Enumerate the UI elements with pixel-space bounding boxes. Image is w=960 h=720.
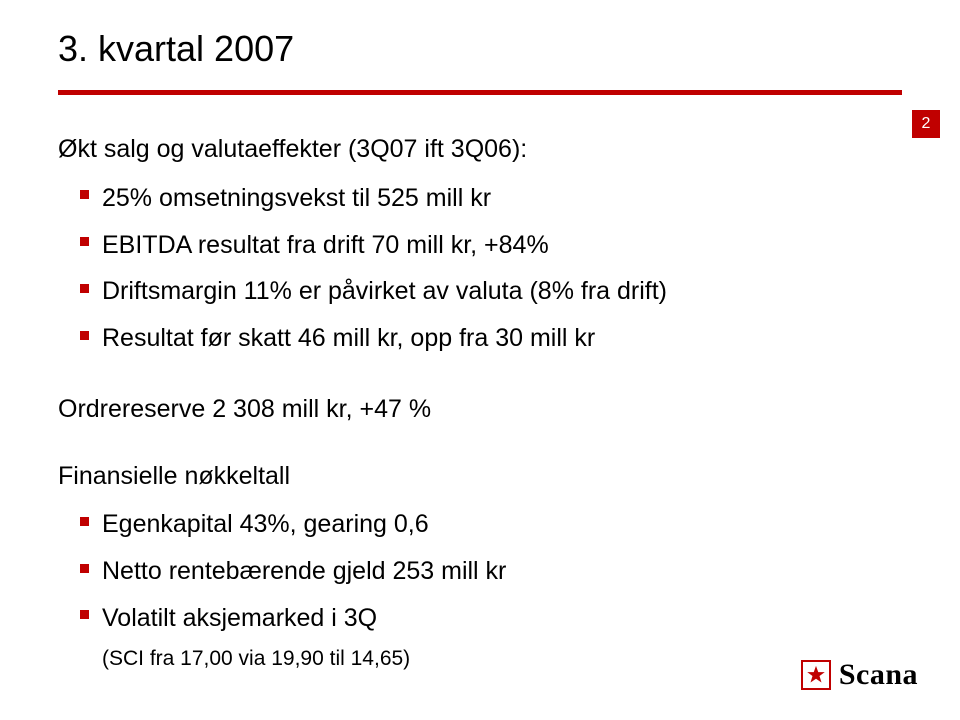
list-item-text: Volatilt aksjemarked i 3Q — [102, 604, 377, 632]
bullet-list-3: Egenkapital 43%, gearing 0,6 Netto rente… — [58, 501, 878, 680]
list-item: Volatilt aksjemarked i 3Q (SCI fra 17,00… — [102, 595, 878, 681]
list-item: Netto rentebærende gjeld 253 mill kr — [102, 548, 878, 595]
logo: Scana — [801, 658, 918, 692]
section-heading-2: Ordrereserve 2 308 mill kr, +47 % — [58, 390, 878, 429]
bullet-list-1: 25% omsetningsvekst til 525 mill kr EBIT… — [58, 175, 878, 362]
list-item-subnote: (SCI fra 17,00 via 19,90 til 14,65) — [102, 647, 410, 670]
list-item: Resultat før skatt 46 mill kr, opp fra 3… — [102, 315, 878, 362]
logo-star-icon — [801, 660, 831, 690]
content-area: Økt salg og valutaeffekter (3Q07 ift 3Q0… — [58, 130, 878, 680]
list-item: 25% omsetningsvekst til 525 mill kr — [102, 175, 878, 222]
section-heading-3: Finansielle nøkkeltall — [58, 457, 878, 496]
page-number-badge: 2 — [912, 110, 940, 138]
list-item: Driftsmargin 11% er påvirket av valuta (… — [102, 268, 878, 315]
slide: 3. kvartal 2007 2 Økt salg og valutaeffe… — [0, 0, 960, 720]
title-rule — [58, 90, 902, 95]
logo-text: Scana — [839, 658, 918, 692]
list-item: Egenkapital 43%, gearing 0,6 — [102, 501, 878, 548]
slide-title: 3. kvartal 2007 — [58, 28, 294, 70]
section-heading-1: Økt salg og valutaeffekter (3Q07 ift 3Q0… — [58, 130, 878, 169]
list-item: EBITDA resultat fra drift 70 mill kr, +8… — [102, 222, 878, 269]
